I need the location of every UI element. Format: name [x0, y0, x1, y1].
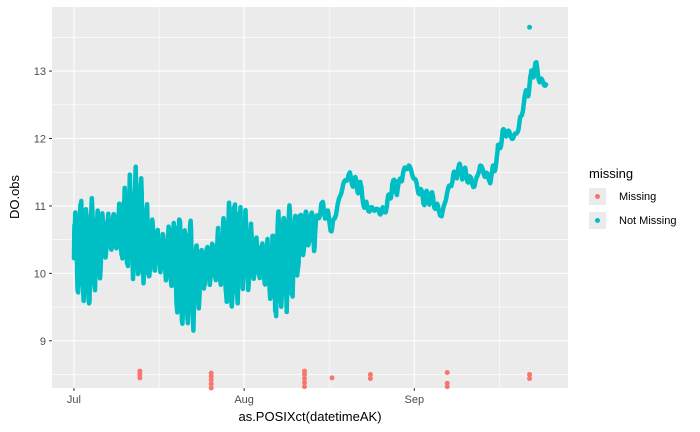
data-points — [71, 24, 549, 391]
y-tick-label: 13 — [34, 66, 46, 78]
point-missing — [302, 372, 308, 378]
y-axis: 9 10 11 12 13 — [34, 66, 52, 348]
y-tick-label: 11 — [35, 201, 46, 213]
point-not-missing — [527, 24, 533, 30]
point-missing — [329, 375, 335, 381]
x-tick-label: Aug — [234, 394, 254, 406]
y-axis-title: DO.obs — [7, 174, 22, 219]
point-missing — [208, 385, 214, 391]
point-missing — [208, 377, 214, 383]
point-missing — [444, 384, 450, 390]
point-missing — [137, 375, 143, 381]
y-tick-label: 9 — [40, 336, 46, 348]
point-missing — [527, 372, 533, 378]
point-missing — [208, 381, 214, 387]
point-missing — [302, 376, 308, 382]
point-missing — [527, 376, 533, 382]
legend-key-not-missing — [595, 218, 600, 223]
point-missing — [367, 376, 373, 382]
y-tick-label: 10 — [34, 268, 46, 280]
point-missing — [302, 384, 308, 390]
x-tick-label: Sep — [405, 394, 425, 406]
point-missing — [367, 372, 373, 378]
x-axis-title: as.POSIXct(datetimeAK) — [238, 409, 381, 424]
x-axis: Jul Aug Sep — [67, 388, 424, 406]
legend-label-missing: Missing — [619, 191, 656, 203]
y-tick-label: 12 — [34, 133, 46, 145]
x-tick-label: Jul — [67, 394, 81, 406]
point-missing — [444, 369, 450, 375]
point-missing — [302, 380, 308, 386]
legend: missing Missing Not Missing — [589, 166, 676, 229]
legend-label-not-missing: Not Missing — [619, 215, 676, 227]
legend-key-missing — [595, 194, 600, 199]
legend-title: missing — [589, 166, 633, 181]
series-not-missing-trace — [71, 59, 549, 333]
